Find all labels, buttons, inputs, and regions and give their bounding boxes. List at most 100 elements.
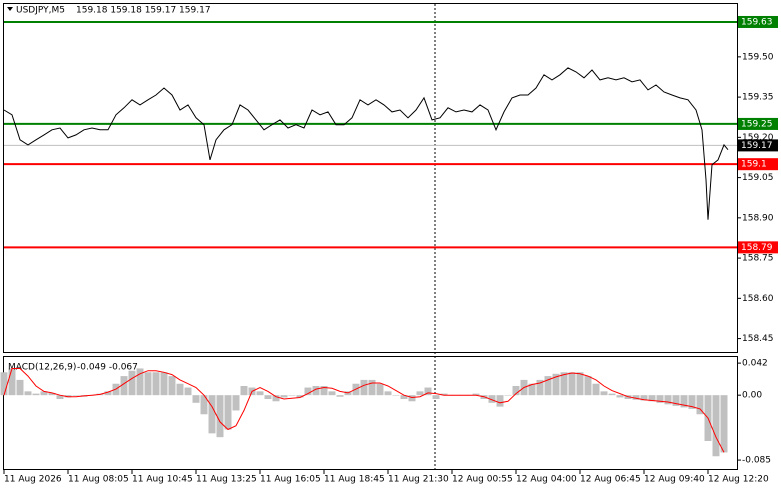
histogram-bar <box>656 395 664 403</box>
histogram-bar <box>648 395 656 402</box>
histogram-bar <box>152 372 160 396</box>
price-level-box <box>738 139 778 152</box>
x-tick-label: 11 Aug 08:05 <box>68 475 129 485</box>
x-tick-label: 11 Aug 13:25 <box>196 475 257 485</box>
histogram-bar <box>608 393 616 396</box>
histogram-bar <box>280 395 288 398</box>
y-tick-label: 158.90 <box>742 213 774 223</box>
histogram-bar <box>360 379 368 396</box>
price-line <box>3 67 729 220</box>
menu-triangle[interactable] <box>7 7 13 11</box>
histogram-bar <box>272 395 280 402</box>
y-tick-label: 158.45 <box>742 334 774 344</box>
histogram-bar <box>560 372 568 396</box>
price-level-label: 159.25 <box>741 119 773 129</box>
x-tick-label: 11 Aug 21:30 <box>388 475 449 485</box>
histogram-bar <box>552 373 560 396</box>
histogram-bar <box>48 392 56 396</box>
price-level-label: 159.63 <box>741 17 773 27</box>
y-tick-label: 159.20 <box>742 133 774 143</box>
signal-line <box>3 368 725 453</box>
histogram-bar <box>288 395 296 396</box>
histogram-bar <box>296 395 304 398</box>
histogram-bar <box>640 395 648 401</box>
histogram-bar <box>416 391 424 396</box>
x-tick-label: 11 Aug 16:05 <box>260 475 321 485</box>
histogram-bar <box>232 395 240 411</box>
histogram-bar <box>208 395 216 434</box>
histogram-bar <box>24 391 32 396</box>
histogram-bar <box>672 395 680 406</box>
price-level-label: 158.79 <box>741 243 773 253</box>
histogram-bar <box>432 395 440 399</box>
symbol-title: USDJPY,M5 <box>16 6 65 16</box>
histogram-bar <box>104 391 112 396</box>
histogram-bar <box>576 372 584 396</box>
histogram-bar <box>408 395 416 402</box>
histogram-bar <box>488 395 496 403</box>
histogram-bar <box>200 395 208 415</box>
histogram-bar <box>184 387 192 396</box>
macd-values: -0.049 -0.067 <box>77 363 138 373</box>
histogram-bar <box>32 393 40 396</box>
price-level-label: 159.17 <box>741 141 773 151</box>
x-tick-label: 12 Aug 12:20 <box>708 475 769 485</box>
ohlc-values: 159.18 159.18 159.17 159.17 <box>76 6 211 16</box>
histogram-bar <box>600 391 608 396</box>
y-tick-label: 0.042 <box>742 359 768 369</box>
histogram-bar <box>688 395 696 409</box>
histogram-bar <box>160 372 168 396</box>
histogram-bar <box>720 395 728 453</box>
histogram-bar <box>0 372 8 396</box>
macd-panel-frame <box>3 356 738 470</box>
histogram-bar <box>304 387 312 396</box>
histogram-bar <box>144 372 152 396</box>
histogram-bar <box>584 376 592 396</box>
histogram-bar <box>264 395 272 399</box>
histogram-bar <box>392 395 400 396</box>
x-tick-label: 12 Aug 04:00 <box>516 475 577 485</box>
histogram-bar <box>192 395 200 403</box>
x-tick-label: 11 Aug 2026 <box>4 475 62 485</box>
histogram-bar <box>664 395 672 405</box>
price-level-box <box>738 15 778 28</box>
x-tick-label: 11 Aug 10:45 <box>132 475 193 485</box>
x-tick-label: 12 Aug 00:55 <box>452 475 513 485</box>
y-tick-label: 159.05 <box>742 173 774 183</box>
price-panel-frame <box>3 3 738 353</box>
y-tick-label: -0.085 <box>742 456 771 466</box>
histogram-bar <box>472 393 480 396</box>
y-tick-label: 159.50 <box>742 52 774 62</box>
histogram-bar <box>224 395 232 430</box>
y-tick-label: 0.00 <box>742 391 762 401</box>
histogram-bar <box>512 386 520 396</box>
histogram-bar <box>368 379 376 396</box>
histogram-bar <box>336 395 344 397</box>
price-level-box <box>738 158 778 171</box>
histogram-bar <box>400 395 408 399</box>
y-tick-label: 158.75 <box>742 254 774 264</box>
histogram-bar <box>592 383 600 396</box>
histogram-bar <box>120 376 128 396</box>
histogram-bar <box>712 395 720 457</box>
histogram-bar <box>376 383 384 396</box>
histogram-bar <box>496 395 504 407</box>
histogram-bar <box>504 395 512 396</box>
histogram-bar <box>240 386 248 396</box>
histogram-bar <box>312 386 320 396</box>
histogram-bar <box>384 391 392 396</box>
histogram-bar <box>256 391 264 396</box>
histogram-bar <box>424 387 432 396</box>
histogram-bar <box>696 395 704 415</box>
y-tick-label: 159.35 <box>742 93 774 103</box>
histogram-bar <box>320 386 328 396</box>
histogram-bar <box>176 383 184 396</box>
histogram-bar <box>328 391 336 396</box>
histogram-bar <box>56 395 64 399</box>
x-tick-label: 12 Aug 09:40 <box>644 475 705 485</box>
price-level-label: 159.1 <box>741 160 767 170</box>
macd-title: MACD(12,26,9) <box>8 363 76 373</box>
histogram-bar <box>72 395 80 396</box>
price-level-box <box>738 241 778 254</box>
